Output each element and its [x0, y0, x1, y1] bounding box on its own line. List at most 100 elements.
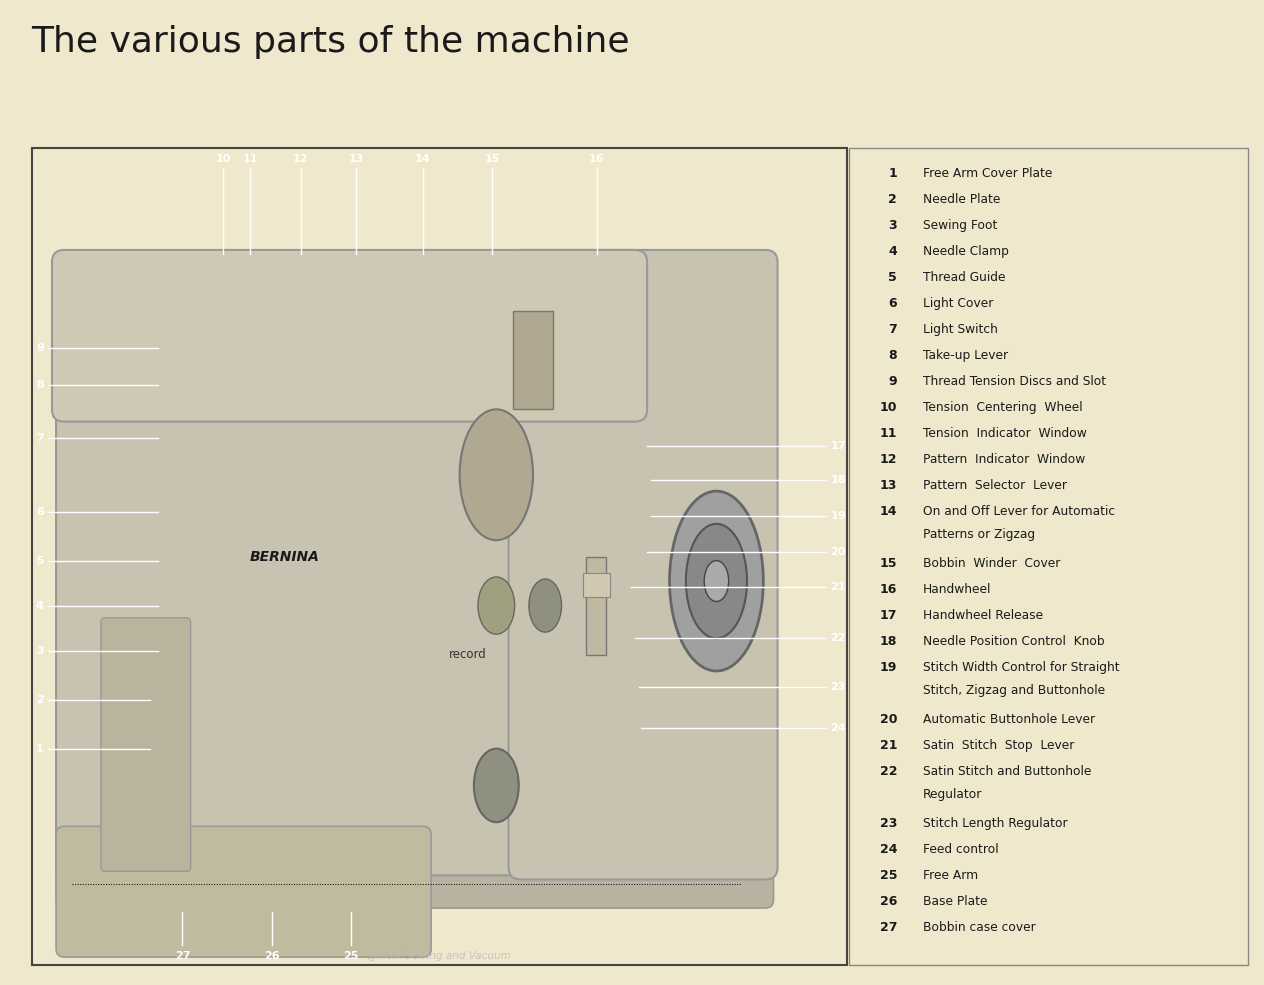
FancyBboxPatch shape: [56, 353, 774, 876]
Text: @M&R Sewing and Vacuum: @M&R Sewing and Vacuum: [368, 952, 511, 961]
Text: Needle Position Control  Knob: Needle Position Control Knob: [923, 634, 1105, 647]
Text: Patterns or Zigzag: Patterns or Zigzag: [923, 529, 1035, 542]
Text: Handwheel: Handwheel: [923, 582, 991, 596]
Text: 21: 21: [880, 739, 897, 752]
Bar: [586, 557, 607, 655]
Text: 8: 8: [37, 380, 44, 390]
Text: Free Arm: Free Arm: [923, 869, 978, 882]
Text: Sewing Foot: Sewing Foot: [923, 219, 997, 231]
Text: Regulator: Regulator: [923, 788, 982, 802]
Text: 15: 15: [880, 557, 897, 569]
Text: 25: 25: [880, 869, 897, 882]
FancyBboxPatch shape: [56, 826, 431, 957]
Text: 22: 22: [830, 633, 846, 643]
Text: 24: 24: [880, 842, 897, 856]
FancyBboxPatch shape: [56, 810, 774, 908]
Ellipse shape: [474, 749, 518, 822]
Ellipse shape: [704, 560, 728, 602]
Text: Bobbin  Winder  Cover: Bobbin Winder Cover: [923, 557, 1060, 569]
Text: 23: 23: [830, 682, 846, 691]
Text: Thread Tension Discs and Slot: Thread Tension Discs and Slot: [923, 374, 1106, 387]
Text: Free Arm Cover Plate: Free Arm Cover Plate: [923, 166, 1053, 179]
Text: Base Plate: Base Plate: [923, 894, 987, 907]
Text: 14: 14: [880, 504, 897, 517]
Text: Bobbin case cover: Bobbin case cover: [923, 921, 1035, 934]
Text: 22: 22: [880, 764, 897, 777]
Text: 4: 4: [35, 601, 44, 611]
Text: Light Cover: Light Cover: [923, 296, 994, 309]
Text: 2: 2: [889, 192, 897, 206]
Text: Stitch, Zigzag and Buttonhole: Stitch, Zigzag and Buttonhole: [923, 685, 1105, 697]
Text: 2: 2: [37, 694, 44, 704]
Bar: [583, 573, 609, 597]
Text: 7: 7: [889, 322, 897, 336]
Text: 9: 9: [35, 343, 44, 353]
Text: Satin Stitch and Buttonhole: Satin Stitch and Buttonhole: [923, 764, 1091, 777]
Text: 20: 20: [830, 548, 846, 558]
Text: BERNINA: BERNINA: [249, 550, 320, 563]
Text: 21: 21: [830, 582, 846, 592]
Text: 24: 24: [830, 723, 846, 733]
Text: Needle Clamp: Needle Clamp: [923, 244, 1009, 257]
Text: 5: 5: [889, 271, 897, 284]
Text: Automatic Buttonhole Lever: Automatic Buttonhole Lever: [923, 712, 1095, 726]
Text: Tension  Indicator  Window: Tension Indicator Window: [923, 427, 1087, 439]
FancyBboxPatch shape: [52, 250, 647, 422]
Text: 13: 13: [349, 154, 364, 164]
Text: 12: 12: [880, 452, 897, 466]
Text: 11: 11: [243, 154, 258, 164]
Text: record: record: [449, 648, 487, 661]
Text: 6: 6: [35, 506, 44, 516]
Text: 16: 16: [589, 154, 604, 164]
Text: 19: 19: [830, 511, 846, 521]
Text: 18: 18: [830, 476, 846, 486]
Text: 3: 3: [889, 219, 897, 231]
Text: Tension  Centering  Wheel: Tension Centering Wheel: [923, 401, 1083, 414]
Ellipse shape: [528, 579, 561, 632]
Text: 16: 16: [880, 582, 897, 596]
Ellipse shape: [686, 524, 747, 638]
Text: 27: 27: [174, 951, 190, 960]
Text: 4: 4: [889, 244, 897, 257]
Text: Feed control: Feed control: [923, 842, 999, 856]
Text: The various parts of the machine: The various parts of the machine: [32, 25, 629, 59]
Text: Pattern  Indicator  Window: Pattern Indicator Window: [923, 452, 1086, 466]
Text: 23: 23: [880, 817, 897, 829]
Text: 6: 6: [889, 296, 897, 309]
Bar: [513, 311, 554, 410]
Text: 5: 5: [37, 556, 44, 565]
Text: 15: 15: [484, 154, 501, 164]
Text: Stitch Width Control for Straight: Stitch Width Control for Straight: [923, 661, 1120, 674]
Text: 27: 27: [880, 921, 897, 934]
Text: Handwheel Release: Handwheel Release: [923, 609, 1043, 622]
Text: 14: 14: [415, 154, 431, 164]
Text: 11: 11: [880, 427, 897, 439]
Text: 10: 10: [880, 401, 897, 414]
Ellipse shape: [460, 410, 533, 540]
Text: 9: 9: [889, 374, 897, 387]
Text: 7: 7: [37, 433, 44, 443]
Text: Thread Guide: Thread Guide: [923, 271, 1006, 284]
FancyBboxPatch shape: [508, 250, 777, 880]
FancyBboxPatch shape: [101, 618, 191, 872]
Text: 17: 17: [880, 609, 897, 622]
Text: 18: 18: [880, 634, 897, 647]
Ellipse shape: [478, 577, 514, 634]
Text: 1: 1: [889, 166, 897, 179]
Text: 3: 3: [37, 645, 44, 656]
Text: 12: 12: [293, 154, 308, 164]
Text: On and Off Lever for Automatic: On and Off Lever for Automatic: [923, 504, 1115, 517]
Text: 8: 8: [889, 349, 897, 361]
Text: Stitch Length Regulator: Stitch Length Regulator: [923, 817, 1068, 829]
Text: 19: 19: [880, 661, 897, 674]
Text: Satin  Stitch  Stop  Lever: Satin Stitch Stop Lever: [923, 739, 1074, 752]
Text: 13: 13: [880, 479, 897, 492]
Text: Light Switch: Light Switch: [923, 322, 999, 336]
Text: 10: 10: [215, 154, 231, 164]
Text: 25: 25: [344, 951, 359, 960]
Text: 1: 1: [37, 744, 44, 754]
Text: Take-up Lever: Take-up Lever: [923, 349, 1009, 361]
Text: 26: 26: [880, 894, 897, 907]
Text: 17: 17: [830, 441, 846, 451]
Text: 20: 20: [880, 712, 897, 726]
